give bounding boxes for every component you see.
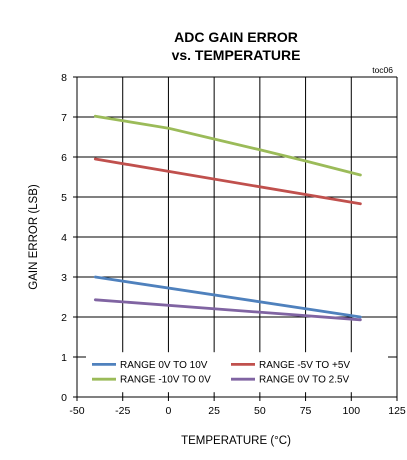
y-tick-label-6: 6	[61, 152, 67, 164]
y-tick-label-4: 4	[61, 232, 67, 244]
x-tick-label-7: 125	[388, 405, 406, 417]
x-tick-label-3: 25	[208, 405, 220, 417]
legend-label-3: RANGE 0V TO 2.5V	[259, 375, 350, 386]
x-tick-label-2: 0	[166, 405, 172, 417]
y-axis-title: GAIN ERROR (LSB)	[28, 184, 40, 290]
legend: RANGE 0V TO 10V RANGE -5V TO +5V RANGE -10…	[86, 352, 388, 393]
x-axis-title: TEMPERATURE (°C)	[181, 435, 291, 447]
y-tick-label-2: 2	[61, 312, 67, 324]
series-lines	[93, 114, 362, 322]
x-tick-label-0: -50	[69, 405, 84, 417]
y-tick-label-0: 0	[61, 392, 67, 404]
y-tick-label-7: 7	[61, 112, 67, 124]
grid	[73, 76, 398, 401]
y-tick-label-1: 1	[61, 352, 67, 364]
series-line-2	[93, 114, 362, 177]
series-line-3	[93, 298, 362, 322]
x-tick-label-4: 50	[254, 405, 266, 417]
y-tick-label-8: 8	[61, 72, 67, 84]
y-tick-label-5: 5	[61, 192, 67, 204]
series-line-0	[93, 275, 362, 319]
x-tick-label-1: -25	[115, 405, 130, 417]
legend-label-2: RANGE -10V TO 0V	[120, 375, 211, 386]
legend-box	[86, 352, 388, 393]
series-line-1	[93, 157, 362, 206]
figure-tag: toc06	[372, 65, 393, 75]
x-tick-label-5: 75	[300, 405, 312, 417]
legend-label-1: RANGE -5V TO +5V	[259, 360, 350, 371]
chart-title-line-1: ADC GAIN ERROR	[174, 29, 298, 45]
chart-title-line-2: vs. TEMPERATURE	[172, 47, 301, 63]
y-tick-label-3: 3	[61, 272, 67, 284]
tick-labels: 0 1 2 3 4 5 6 7 8 -50 -25 0 25 50 75 100 125	[61, 72, 406, 417]
legend-label-0: RANGE 0V TO 10V	[120, 360, 208, 371]
x-tick-label-6: 100	[343, 405, 361, 417]
